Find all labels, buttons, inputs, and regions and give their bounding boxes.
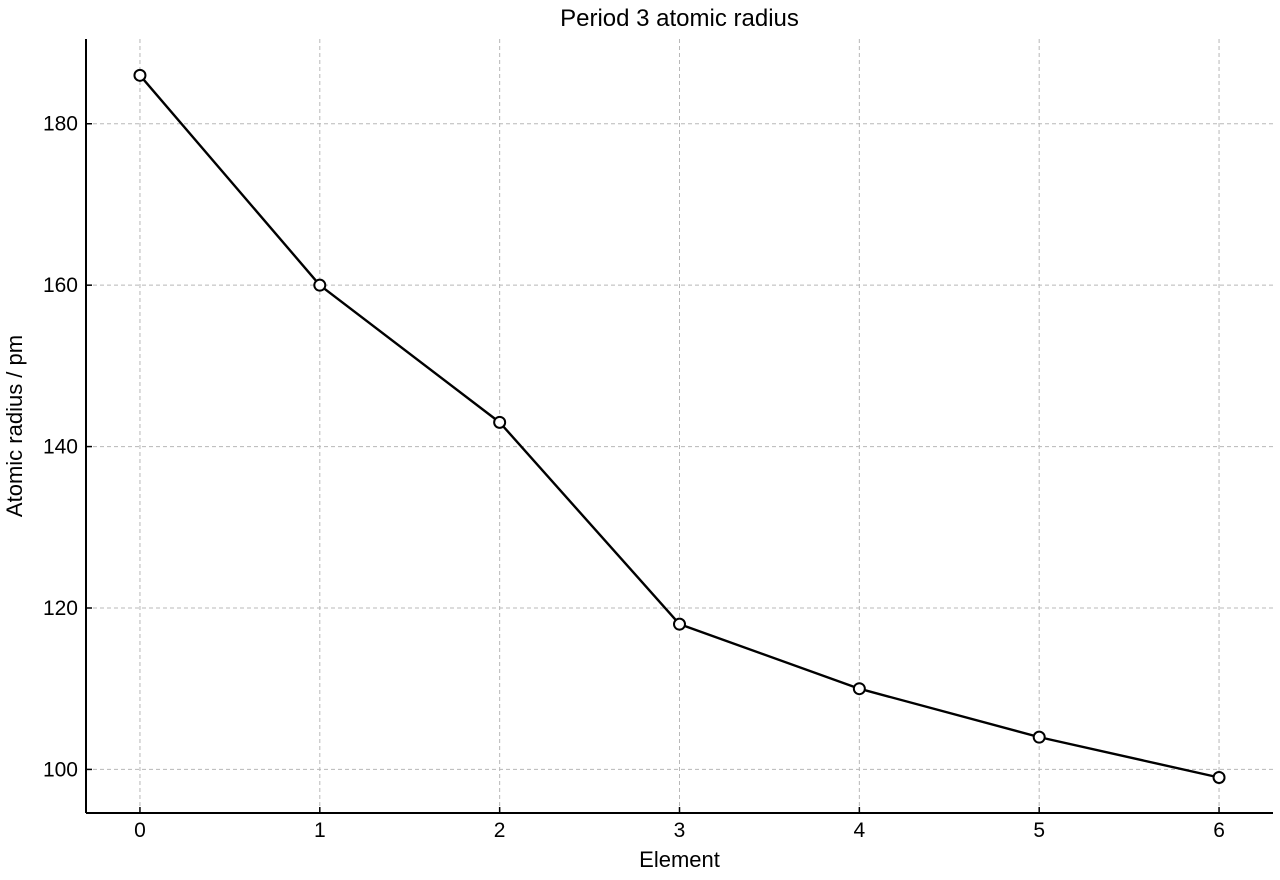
x-tick-label: 2 — [494, 819, 506, 842]
x-tick-label: 3 — [674, 819, 686, 842]
y-tick-label: 160 — [43, 274, 78, 297]
data-point — [493, 415, 507, 429]
ticks: 0 1 2 3 4 5 6 100 120 140 160 180 — [43, 113, 1225, 842]
series — [133, 68, 1226, 784]
data-point — [1032, 730, 1046, 744]
data-point — [133, 68, 147, 82]
chart-title: Period 3 atomic radius — [560, 5, 799, 32]
x-tick-label: 1 — [314, 819, 326, 842]
data-point — [1212, 770, 1226, 784]
y-tick-label: 100 — [43, 758, 78, 781]
x-tick-label: 6 — [1213, 819, 1225, 842]
y-tick-label: 180 — [43, 113, 78, 136]
y-axis-label: Atomic radius / pm — [2, 335, 27, 517]
grid — [86, 39, 1273, 813]
data-point — [313, 278, 327, 292]
data-point — [852, 682, 866, 696]
y-tick-label: 120 — [43, 597, 78, 620]
data-point — [673, 617, 686, 631]
y-tick-label: 140 — [43, 436, 78, 459]
x-tick-label: 0 — [134, 819, 146, 842]
x-tick-label: 4 — [854, 819, 866, 842]
x-axis-label: Element — [639, 847, 720, 872]
x-tick-label: 5 — [1033, 819, 1045, 842]
